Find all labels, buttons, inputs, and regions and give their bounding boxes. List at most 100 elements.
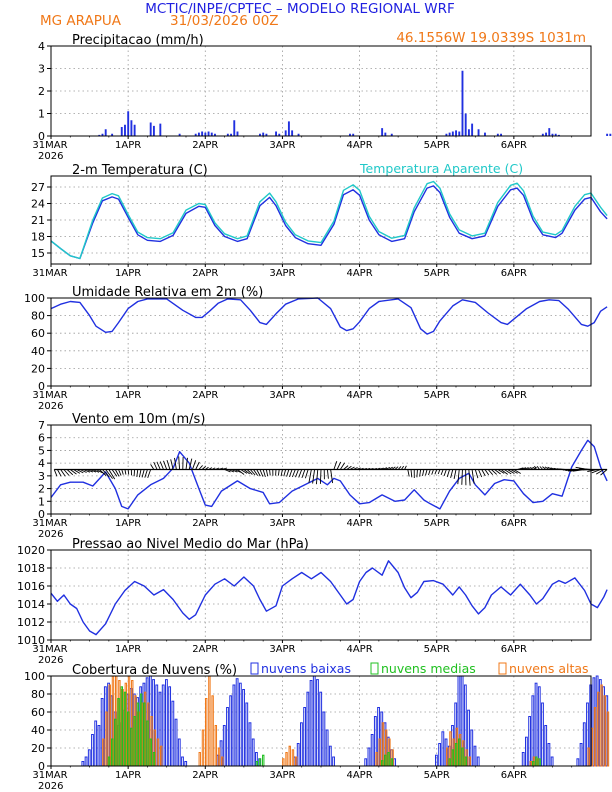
x-tick-label: 1APR: [115, 644, 141, 655]
precip-bar: [471, 123, 474, 136]
y-tick-label: 1014: [17, 598, 45, 611]
panel-frame: [50, 424, 592, 515]
panel-pressure: 1010 1012 1014 1016 1018 1020 31MAR 1APR 2APR 3AP…: [17, 537, 608, 666]
panel-title: Vento em 10m (m/s): [72, 412, 205, 427]
cloud-high-bar: [600, 684, 603, 767]
wind-barb: [144, 469, 148, 478]
wind-barb: [214, 467, 220, 470]
wind-barb: [86, 469, 94, 473]
wind-barb: [359, 467, 364, 470]
y-tick-label: 40: [31, 345, 45, 358]
wind-barb: [526, 466, 532, 470]
wind-barb: [520, 467, 527, 470]
y-tick-label: 1016: [17, 580, 45, 593]
wind-barb: [230, 469, 238, 473]
x-tick-label: 31MAR: [32, 770, 67, 781]
wind-barb: [224, 469, 231, 473]
wind-barb: [388, 466, 393, 470]
wind-barb: [105, 469, 113, 479]
wind-barb: [494, 469, 501, 475]
cloud-high-bar: [208, 675, 211, 767]
cloud-high-bar: [198, 752, 201, 767]
wind-barb: [174, 457, 177, 470]
wind-barb: [147, 469, 152, 479]
y-tick-label: 100: [24, 292, 45, 305]
cloud-low-bar: [226, 707, 229, 767]
cloud-low-bar: [177, 738, 181, 767]
precip-bar: [557, 134, 560, 136]
wind-barb: [315, 469, 319, 485]
x-tick-label: 4APR: [346, 644, 372, 655]
precip-bar: [548, 128, 551, 136]
precip-bar: [352, 133, 355, 136]
x-tick-label: 5APR: [424, 140, 450, 151]
cloud-low-bar: [235, 678, 239, 767]
cloud-low-bar: [582, 722, 586, 767]
wind-barb: [539, 466, 544, 470]
precip-bar: [284, 130, 287, 136]
cloud-low-bar: [579, 743, 583, 767]
x-tick-label: 31MAR: [32, 518, 67, 529]
series-line-blue: [50, 560, 608, 636]
wind-barb: [82, 469, 91, 473]
wind-barb: [66, 469, 74, 476]
wind-barb: [516, 467, 524, 470]
wind-barb: [312, 469, 316, 484]
wind-barb: [330, 469, 334, 484]
cloud-low-bar: [242, 689, 245, 767]
wind-barb: [308, 469, 312, 483]
x-tick-label: 2APR: [192, 644, 218, 655]
wind-barb: [500, 469, 508, 475]
y-tick-label: 4: [38, 40, 45, 53]
panel-title: Cobertura de Nuvens (%): [72, 663, 237, 678]
wind-barb: [404, 465, 407, 470]
wind-barb: [108, 469, 116, 480]
x-tick-label: 3APR: [269, 268, 295, 279]
y-tick-label: 27: [31, 181, 45, 194]
cloud-low-bar: [476, 756, 480, 767]
wind-barb: [237, 469, 245, 475]
wind-barb: [243, 469, 250, 475]
coords-label: 46.1556W 19.0339S 1031m: [396, 30, 586, 46]
wind-barb: [136, 469, 139, 477]
precip-bar: [554, 133, 557, 136]
cloud-high-bar: [214, 725, 218, 767]
cloud-low-bar: [576, 758, 580, 767]
wind-barb: [595, 469, 605, 475]
wind-barb: [211, 467, 216, 470]
precip-bar: [448, 132, 451, 136]
wind-barb: [400, 465, 405, 470]
cloud-low-bar: [81, 761, 85, 767]
precip-bar: [130, 120, 133, 136]
x-tick-label: 3APR: [269, 770, 295, 781]
y-tick-label: 1020: [17, 544, 45, 557]
wind-barb: [286, 469, 290, 477]
wind-barb: [218, 467, 224, 470]
x-tick-label: 4APR: [346, 268, 372, 279]
x-tick-label: 6APR: [501, 140, 527, 151]
wind-barb: [468, 469, 471, 486]
cloud-low-bar: [165, 679, 168, 767]
precip-bar: [455, 130, 457, 136]
legend-label: nuvens altas: [509, 661, 589, 676]
legend-label: nuvens medias: [381, 661, 476, 676]
wind-barb: [141, 469, 145, 478]
x-year-label: 2026: [38, 529, 63, 540]
cloud-low-bar: [364, 758, 368, 767]
y-tick-label: 1: [38, 495, 45, 508]
precip-bar: [124, 124, 126, 136]
panel-temp: 15 18 21 24 27 31MAR 1APR 2APR 3APR 4APR 5APR 6APR 2…: [31, 161, 608, 279]
wind-barb: [481, 469, 486, 477]
precip-bar: [259, 133, 261, 136]
precip-bar: [464, 113, 467, 136]
wind-barb: [138, 469, 142, 478]
wind-barb: [544, 466, 550, 470]
cloud-low-bar: [319, 691, 323, 767]
wind-barb: [153, 461, 158, 470]
series-line-blue: [50, 297, 608, 335]
wind-barb: [185, 457, 188, 470]
wind-barb: [547, 466, 553, 470]
x-tick-label: 4APR: [346, 518, 372, 529]
wind-barb: [295, 469, 299, 478]
precip-bar: [461, 70, 464, 136]
